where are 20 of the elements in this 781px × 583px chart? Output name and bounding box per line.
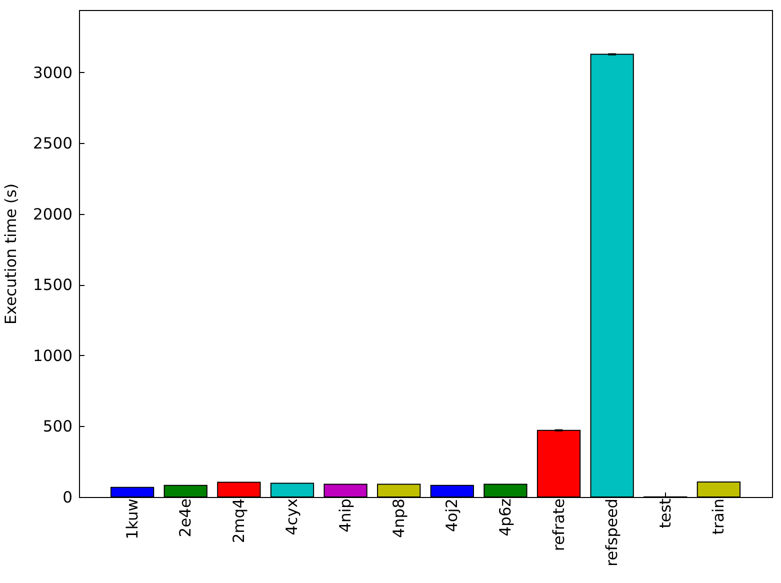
x-tick-label: 2mq4 (230, 498, 248, 544)
x-tick-label: refrate (550, 498, 568, 552)
x-tick-label: 1kuw (123, 498, 142, 540)
y-tick-label: 2000 (33, 205, 72, 224)
y-tick-label: 1000 (33, 346, 72, 365)
y-tick-label: 2500 (33, 134, 72, 153)
x-tick-label: train (710, 498, 728, 535)
x-tick-label: 4np8 (390, 498, 408, 538)
y-tick-label: 3000 (33, 64, 72, 82)
x-tick-label: 2e4e (176, 498, 195, 538)
y-tick-label: 1500 (33, 276, 72, 294)
x-tick-label: 4p6z (496, 498, 514, 536)
x-tick-label: 4nip (336, 498, 355, 532)
x-tick-label: test (656, 498, 674, 528)
x-tick-label: 4oj2 (443, 498, 462, 532)
y-tick-label: 500 (42, 418, 72, 436)
y-axis-title: Execution time (s) (2, 183, 20, 325)
x-tick-label: 4cyx (283, 498, 302, 536)
y-tick-label: 0 (62, 488, 72, 506)
x-tick-label: refspeed (603, 498, 622, 566)
